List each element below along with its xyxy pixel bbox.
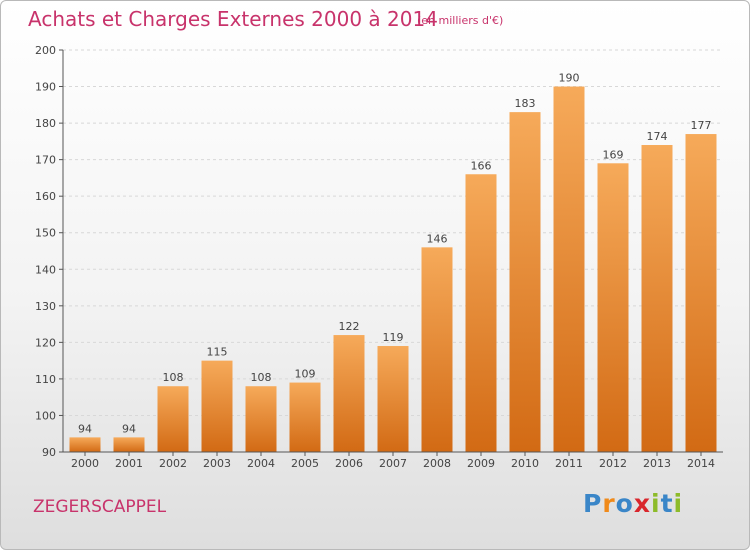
bar bbox=[685, 134, 717, 452]
x-tick-label: 2003 bbox=[203, 457, 231, 470]
x-tick-label: 2013 bbox=[643, 457, 671, 470]
y-tick-label: 110 bbox=[35, 373, 56, 386]
data-label: 166 bbox=[471, 159, 492, 172]
x-tick-label: 2002 bbox=[159, 457, 187, 470]
data-label: 115 bbox=[207, 346, 228, 359]
data-label: 169 bbox=[603, 148, 624, 161]
x-tick-label: 2009 bbox=[467, 457, 495, 470]
x-tick-label: 2007 bbox=[379, 457, 407, 470]
logo-letter: i bbox=[673, 489, 684, 518]
bars bbox=[69, 86, 717, 453]
data-label: 146 bbox=[427, 232, 448, 245]
data-label: 122 bbox=[339, 320, 360, 333]
y-tick-label: 90 bbox=[42, 446, 56, 459]
data-label: 183 bbox=[515, 97, 536, 110]
x-tick-label: 2006 bbox=[335, 457, 363, 470]
y-tick-label: 170 bbox=[35, 154, 56, 167]
logo-letter: r bbox=[602, 489, 616, 518]
axes: 90 100 110 120 130 140 150 160 170 180 190 200 2000 2… bbox=[35, 44, 723, 470]
bar bbox=[377, 346, 409, 452]
x-tick-label: 2012 bbox=[599, 457, 627, 470]
data-label: 190 bbox=[559, 72, 580, 85]
logo-letter: o bbox=[615, 489, 634, 518]
x-tick-label: 2011 bbox=[555, 457, 583, 470]
data-label: 174 bbox=[647, 130, 668, 143]
data-label: 109 bbox=[295, 368, 316, 381]
y-tick-label: 160 bbox=[35, 190, 56, 203]
x-tick-label: 2014 bbox=[687, 457, 715, 470]
x-tick-label: 2001 bbox=[115, 457, 143, 470]
x-tick-label: 2004 bbox=[247, 457, 275, 470]
bar bbox=[333, 335, 365, 452]
bar bbox=[157, 386, 189, 452]
x-tick-label: 2000 bbox=[71, 457, 99, 470]
bar bbox=[553, 86, 585, 452]
bar bbox=[113, 437, 145, 452]
y-tick-label: 130 bbox=[35, 300, 56, 313]
bar bbox=[597, 163, 629, 453]
y-tick-label: 120 bbox=[35, 336, 56, 349]
y-tick-label: 150 bbox=[35, 227, 56, 240]
y-tick-label: 190 bbox=[35, 81, 56, 94]
data-label: 94 bbox=[78, 422, 92, 435]
logo-letter: x bbox=[633, 489, 651, 518]
data-labels: 94 94 108 115 108 109 122 119 146 166 183 190 169 174… bbox=[78, 72, 712, 436]
bar bbox=[289, 382, 321, 452]
chart-subtitle: (en milliers d'€) bbox=[417, 14, 504, 27]
y-tick-label: 140 bbox=[35, 263, 56, 276]
bar bbox=[245, 386, 277, 452]
bar bbox=[641, 145, 673, 452]
data-label: 108 bbox=[163, 371, 184, 384]
data-label: 119 bbox=[383, 331, 404, 344]
logo-letter: i bbox=[651, 489, 661, 518]
bar bbox=[69, 437, 101, 452]
y-tick-label: 200 bbox=[35, 44, 56, 57]
bar bbox=[509, 112, 541, 453]
data-label: 108 bbox=[251, 371, 272, 384]
bar bbox=[201, 360, 233, 452]
bar bbox=[465, 174, 497, 452]
logo-letter: t bbox=[660, 489, 674, 518]
y-tick-label: 100 bbox=[35, 409, 56, 422]
commune-name: ZEGERSCAPPEL bbox=[33, 497, 167, 517]
data-label: 94 bbox=[122, 422, 136, 435]
y-tick-label: 180 bbox=[35, 117, 56, 130]
x-tick-label: 2008 bbox=[423, 457, 451, 470]
data-label: 177 bbox=[691, 119, 712, 132]
logo-letter: P bbox=[583, 489, 603, 518]
chart-title: Achats et Charges Externes 2000 à 2014 bbox=[28, 7, 438, 31]
x-tick-label: 2010 bbox=[511, 457, 539, 470]
bar bbox=[421, 247, 453, 452]
x-tick-label: 2005 bbox=[291, 457, 319, 470]
proxiti-logo: Proxiti bbox=[583, 489, 683, 518]
